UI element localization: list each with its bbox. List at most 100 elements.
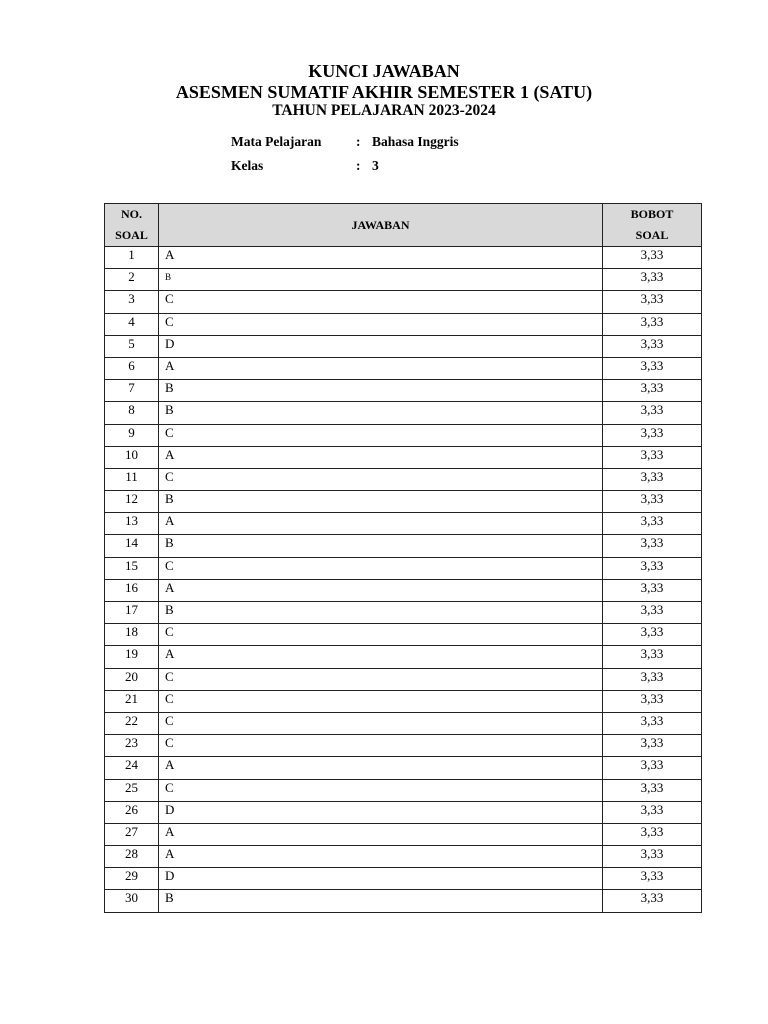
question-number: 25 [104, 778, 159, 802]
answer-cell: B [158, 268, 603, 292]
table-row: 20 C 3,33 [104, 667, 702, 691]
weight-cell: 3,33 [602, 711, 702, 736]
answer-cell: B [158, 490, 603, 514]
table-row: 29 D 3,33 [104, 867, 702, 891]
answer-cell: D [158, 867, 603, 891]
question-number: 8 [104, 401, 159, 425]
answer-cell: C [158, 556, 603, 580]
header-bobot-soal: BOBOT SOAL [602, 203, 702, 247]
table-row: 19 A 3,33 [104, 645, 702, 669]
document-subtitle: ASESMEN SUMATIF AKHIR SEMESTER 1 (SATU) [175, 82, 593, 102]
question-number: 11 [104, 467, 159, 492]
table-row: 9 C 3,33 [104, 423, 702, 447]
weight-cell: 3,33 [602, 623, 702, 647]
answer-cell: C [158, 711, 603, 736]
question-number: 14 [104, 534, 159, 558]
table-row: 13 A 3,33 [104, 512, 702, 536]
answer-cell: C [158, 312, 603, 336]
academic-year: TAHUN PELAJARAN 2023-2024 [272, 102, 496, 119]
weight-cell: 3,33 [602, 467, 702, 492]
answer-cell: D [158, 800, 603, 824]
table-row: 28 A 3,33 [104, 845, 702, 869]
answer-cell: B [158, 534, 603, 558]
question-number: 3 [104, 290, 159, 314]
answer-cell: C [158, 467, 603, 492]
weight-cell: 3,33 [602, 756, 702, 780]
table-row: 18 C 3,33 [104, 623, 702, 647]
question-number: 2 [104, 268, 159, 292]
table-row: 25 C 3,33 [104, 778, 702, 802]
question-number: 21 [104, 689, 159, 713]
table-row: 5 D 3,33 [104, 334, 702, 358]
table-row: 30 B 3,33 [104, 889, 702, 913]
weight-cell: 3,33 [602, 578, 702, 603]
subject-separator: : [356, 134, 361, 149]
question-number: 22 [104, 711, 159, 736]
question-number: 9 [104, 423, 159, 447]
table-row: 15 C 3,33 [104, 556, 702, 580]
weight-cell: 3,33 [602, 645, 702, 669]
weight-cell: 3,33 [602, 600, 702, 625]
table-row: 14 B 3,33 [104, 534, 702, 558]
document-title: KUNCI JAWABAN [308, 61, 460, 81]
question-number: 16 [104, 578, 159, 603]
question-number: 4 [104, 312, 159, 336]
answer-cell: B [158, 889, 603, 913]
table-row: 2 B 3,33 [104, 268, 702, 292]
table-row: 11 C 3,33 [104, 467, 702, 492]
question-number: 24 [104, 756, 159, 780]
answer-cell: A [158, 845, 603, 869]
weight-cell: 3,33 [602, 379, 702, 403]
question-number: 17 [104, 600, 159, 625]
header-weight-line1: BOBOT [630, 207, 674, 221]
class-value: 3 [372, 158, 379, 173]
weight-cell: 3,33 [602, 800, 702, 824]
question-number: 15 [104, 556, 159, 580]
header-no-soal: NO. SOAL [104, 203, 159, 247]
question-number: 23 [104, 734, 159, 758]
answer-cell: C [158, 667, 603, 691]
answer-cell: A [158, 822, 603, 847]
question-number: 1 [104, 245, 159, 270]
weight-cell: 3,33 [602, 534, 702, 558]
answer-cell: B [158, 600, 603, 625]
answer-key-table: NO. SOAL JAWABAN BOBOT SOAL 1 A 3,33 2 B 3,33… [104, 203, 702, 913]
answer-cell: C [158, 423, 603, 447]
table-row: 1 A 3,33 [104, 245, 702, 270]
table-row: 24 A 3,33 [104, 756, 702, 780]
weight-cell: 3,33 [602, 245, 702, 270]
answer-cell: A [158, 356, 603, 381]
answer-cell: A [158, 245, 603, 270]
header-no-line2: SOAL [115, 228, 148, 242]
weight-cell: 3,33 [602, 889, 702, 913]
question-number: 13 [104, 512, 159, 536]
question-number: 29 [104, 867, 159, 891]
header-jawaban: JAWABAN [158, 203, 603, 247]
weight-cell: 3,33 [602, 290, 702, 314]
weight-cell: 3,33 [602, 356, 702, 381]
table-row: 7 B 3,33 [104, 379, 702, 403]
table-row: 8 B 3,33 [104, 401, 702, 425]
table-row: 26 D 3,33 [104, 800, 702, 824]
weight-cell: 3,33 [602, 512, 702, 536]
answer-cell: B [158, 401, 603, 425]
table-row: 27 A 3,33 [104, 822, 702, 847]
table-row: 10 A 3,33 [104, 445, 702, 469]
answer-cell: C [158, 623, 603, 647]
table-row: 4 C 3,33 [104, 312, 702, 336]
question-number: 10 [104, 445, 159, 469]
question-number: 28 [104, 845, 159, 869]
subject-value: Bahasa Inggris [372, 134, 459, 149]
table-header-row: NO. SOAL JAWABAN BOBOT SOAL [104, 203, 702, 247]
weight-cell: 3,33 [602, 268, 702, 292]
question-number: 6 [104, 356, 159, 381]
table-row: 3 C 3,33 [104, 290, 702, 314]
answer-cell: A [158, 645, 603, 669]
header-no-line1: NO. [121, 207, 142, 221]
weight-cell: 3,33 [602, 445, 702, 469]
table-row: 6 A 3,33 [104, 356, 702, 381]
question-number: 26 [104, 800, 159, 824]
table-row: 17 B 3,33 [104, 600, 702, 625]
answer-cell: D [158, 334, 603, 358]
weight-cell: 3,33 [602, 822, 702, 847]
